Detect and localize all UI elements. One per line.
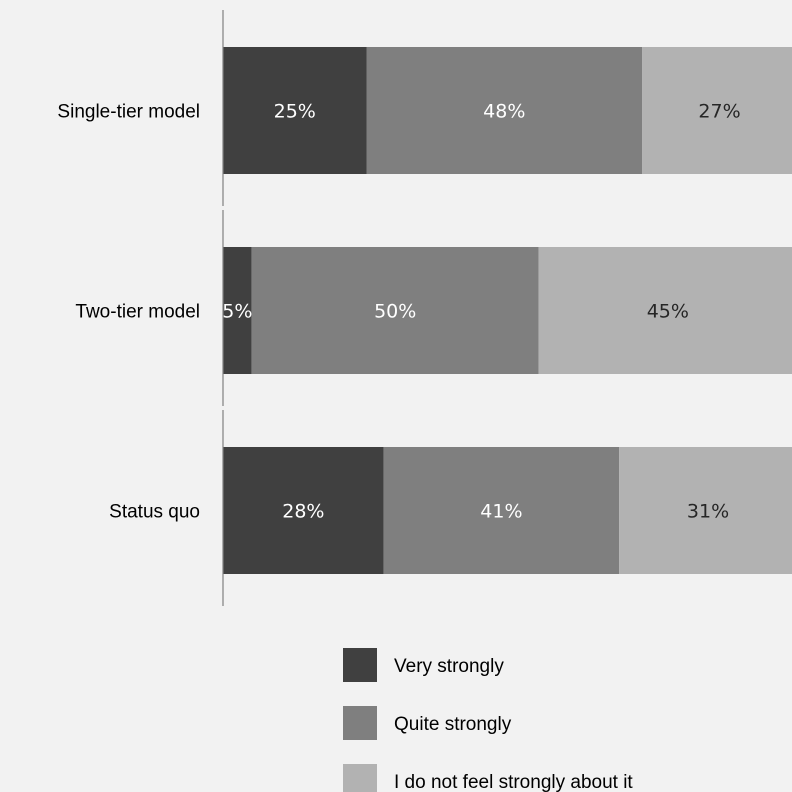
legend-label-0: Very strongly	[394, 656, 504, 677]
data-label-2-1: 41%	[480, 501, 522, 523]
data-label-1-0: 5%	[222, 301, 252, 323]
bar-segment-2-1	[383, 447, 620, 574]
data-label-0-2: 27%	[698, 101, 740, 123]
bar-segment-2-2	[619, 447, 792, 574]
bar-segment-0-0	[223, 47, 367, 174]
legend-swatch-0	[343, 648, 377, 682]
bar-segment-1-2	[538, 247, 792, 374]
data-label-2-0: 28%	[282, 501, 324, 523]
category-label-0: Single-tier model	[57, 102, 200, 123]
data-label-0-1: 48%	[483, 101, 525, 123]
bar-segment-0-1	[366, 47, 643, 174]
bars-layer: 25% 48% 27% 5% 50% 45% 28% 41% 31%	[222, 47, 792, 574]
legend-swatch-1	[343, 706, 377, 740]
bar-segment-2-0	[223, 447, 384, 574]
category-label-1: Two-tier model	[75, 302, 200, 323]
legend: Very strongly Quite strongly I do not feel…	[343, 648, 633, 792]
data-label-1-2: 45%	[647, 301, 689, 323]
data-label-2-2: 31%	[687, 501, 729, 523]
data-label-0-0: 25%	[274, 101, 316, 123]
legend-swatch-2	[343, 764, 377, 792]
bar-segment-1-1	[251, 247, 539, 374]
category-label-2: Status quo	[109, 502, 200, 523]
legend-label-2: I do not feel strongly about it	[394, 772, 633, 792]
bar-segment-1-0	[223, 247, 252, 374]
category-labels: Single-tier model Two-tier model Status qu…	[57, 102, 200, 523]
bar-segment-0-2	[642, 47, 792, 174]
legend-label-1: Quite strongly	[394, 714, 512, 735]
data-label-1-1: 50%	[374, 301, 416, 323]
